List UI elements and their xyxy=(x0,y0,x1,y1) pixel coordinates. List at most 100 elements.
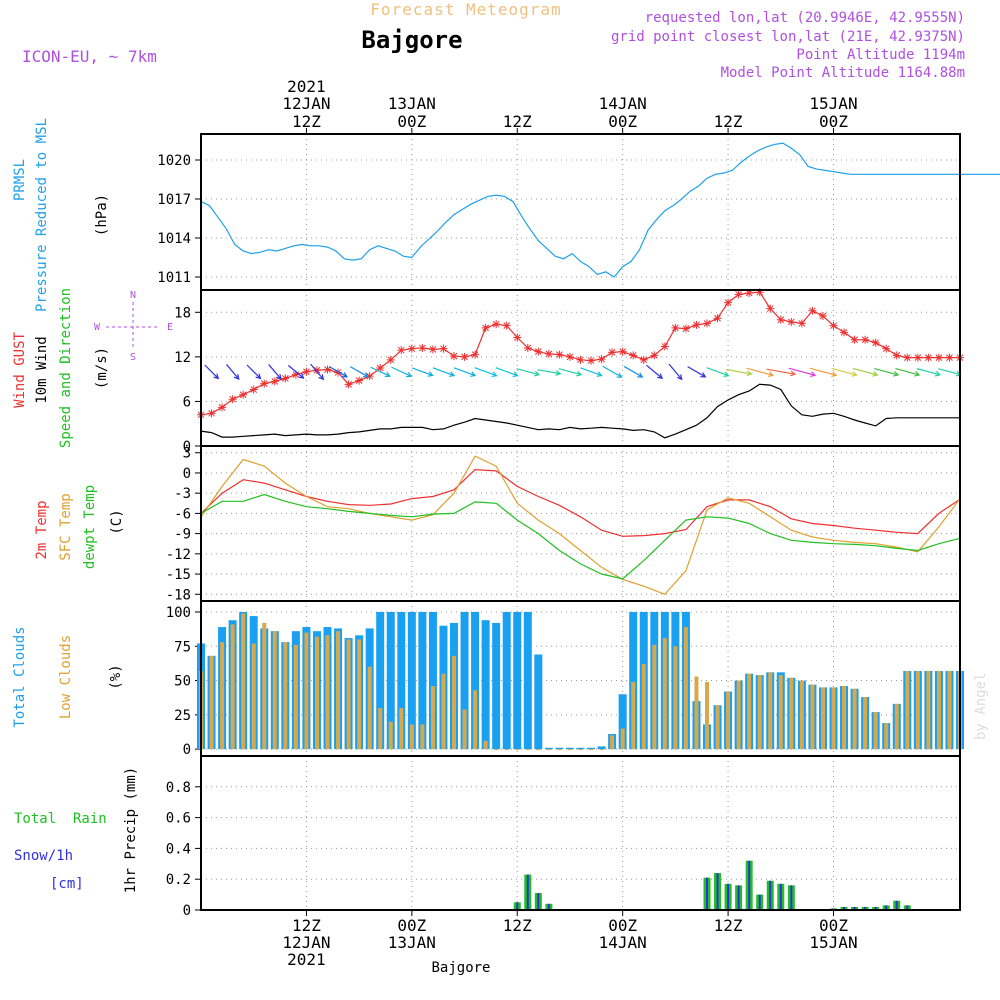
clouds-bar-low-clouds xyxy=(662,638,667,750)
clouds-bar-low-clouds xyxy=(936,670,941,750)
requested-coords: requested lon,lat (20.9946E, 42.9555N) xyxy=(645,10,965,26)
wind-direction-arrow xyxy=(725,368,752,375)
grid-coords: grid point closest lon,lat (21E, 42.9375… xyxy=(611,29,965,45)
bottom-time-hour: 12Z xyxy=(714,916,743,935)
precip-bar-snow-overlay xyxy=(758,894,761,910)
bottom-time-date: 15JAN xyxy=(809,933,857,952)
clouds-bar-low-clouds xyxy=(768,672,773,750)
temp-unit: (C) xyxy=(109,509,125,534)
wind-direction-arrow xyxy=(287,364,304,379)
clouds-bar-low-clouds xyxy=(747,673,752,750)
wind-arrow-head xyxy=(318,374,325,381)
wind-arrow-head xyxy=(851,371,858,377)
wind-direction-arrow xyxy=(268,364,282,380)
pressure-ytick-label: 1014 xyxy=(157,231,191,247)
gust-marker xyxy=(386,355,395,364)
clouds-bar-low-clouds xyxy=(504,749,509,751)
clouds-unit: (%) xyxy=(108,664,124,689)
watermark: by Angel xyxy=(973,673,989,740)
wind-arrow-head xyxy=(470,371,477,377)
top-time-date: 15JAN xyxy=(809,94,857,113)
wind-arrow-head xyxy=(406,371,413,378)
station-title: Bajgore xyxy=(361,26,462,54)
gust-marker xyxy=(871,338,880,347)
wind-direction-arrow xyxy=(516,368,540,376)
clouds-panel: 0 25 50 75 100 xyxy=(166,600,964,758)
clouds-bar-total-clouds xyxy=(629,611,638,750)
wind-direction-arrow xyxy=(580,367,602,377)
clouds-bar-total-clouds xyxy=(576,747,585,750)
clouds-bar-low-clouds xyxy=(852,688,857,750)
wind-direction-arrow xyxy=(687,366,706,378)
gust-marker xyxy=(692,320,701,329)
wind-direction-arrow xyxy=(938,368,961,376)
clouds-bar-low-clouds xyxy=(515,749,520,751)
pressure-panel: 1011 1014 1017 1020 xyxy=(157,133,1000,291)
clouds-bar-low-clouds xyxy=(336,631,341,750)
gust-marker xyxy=(312,366,321,375)
clouds-bar-low-clouds xyxy=(589,749,594,751)
precip-bar-snow-overlay xyxy=(526,874,529,910)
clouds-bar-total-clouds xyxy=(513,611,522,750)
gust-marker xyxy=(597,355,606,364)
clouds-bar-low-clouds xyxy=(652,644,657,750)
clouds-bar-low-clouds xyxy=(894,703,899,750)
wind-arrow-head xyxy=(384,371,391,378)
wind-dir-label: Speed and Direction xyxy=(58,288,74,448)
gust-marker xyxy=(302,367,311,376)
footer-station: Bajgore xyxy=(431,960,490,976)
wind-rose: N S W E xyxy=(94,290,173,363)
temperature-ytick-label: -6 xyxy=(174,506,191,522)
gust-marker xyxy=(703,319,711,328)
clouds-bar-low-clouds xyxy=(789,677,794,750)
clouds-bar-low-clouds xyxy=(367,666,372,750)
clouds-bar-low-clouds xyxy=(578,749,583,751)
gust-marker xyxy=(818,312,827,320)
wind-direction-arrow xyxy=(746,367,774,376)
gust-marker xyxy=(787,317,796,326)
pressure-ytick-label: 1011 xyxy=(157,270,191,286)
precip-bar-snow-overlay xyxy=(853,906,856,910)
snow-unit: [cm] xyxy=(50,876,84,892)
pressure-ytick-label: 1017 xyxy=(157,192,191,208)
precip-bar-snow-overlay xyxy=(748,860,751,910)
wind-arrow-head xyxy=(533,370,541,377)
clouds-bar-total-clouds xyxy=(597,746,606,750)
clouds-bar-low-clouds xyxy=(536,749,541,751)
temperature-panel: 3 0 -3 -6 -9 -12 -15 -18 xyxy=(166,445,961,603)
wind-direction-arrow xyxy=(370,366,391,377)
clouds-bar-total-clouds xyxy=(523,611,532,750)
precip-bar-snow-overlay xyxy=(537,893,540,910)
total-clouds-label: Total Clouds xyxy=(12,626,28,727)
gust-marker xyxy=(924,353,933,362)
gust-marker xyxy=(639,355,648,364)
clouds-bar-low-clouds xyxy=(378,707,383,750)
wind-arrow-head xyxy=(657,373,664,380)
clouds-bar-low-clouds xyxy=(388,721,393,750)
wind-direction-arrow xyxy=(809,367,837,376)
clouds-bar-low-clouds xyxy=(694,676,699,750)
temperature-ytick-label: -9 xyxy=(174,527,191,543)
wind-rose-w: W xyxy=(94,322,101,333)
wind-rose-e: E xyxy=(167,322,173,333)
precip-ytick-label: 0.4 xyxy=(166,841,191,857)
clouds-bar-low-clouds xyxy=(357,639,362,750)
precip-unit: 1hr Precip (mm) xyxy=(123,767,139,893)
bottom-time-hour: 00Z xyxy=(608,916,637,935)
clouds-ytick-label: 100 xyxy=(166,605,191,621)
gust-marker xyxy=(397,346,406,355)
wind-direction-arrow xyxy=(874,367,899,376)
precip-bar-snow-overlay xyxy=(874,906,877,910)
temp-label: 2m Temp xyxy=(34,500,50,559)
clouds-bar-low-clouds xyxy=(473,690,478,750)
clouds-bar-low-clouds xyxy=(610,735,615,750)
top-time-hour: 12Z xyxy=(714,112,743,131)
gust-marker xyxy=(808,306,817,315)
clouds-bar-low-clouds xyxy=(557,749,562,751)
clouds-bar-total-clouds xyxy=(428,611,437,750)
top-time-date: 12JAN xyxy=(282,94,330,113)
gust-marker xyxy=(281,374,290,383)
gust-marker xyxy=(724,298,733,307)
gust-marker xyxy=(755,288,764,297)
bottom-time-hour: 12Z xyxy=(503,916,532,935)
